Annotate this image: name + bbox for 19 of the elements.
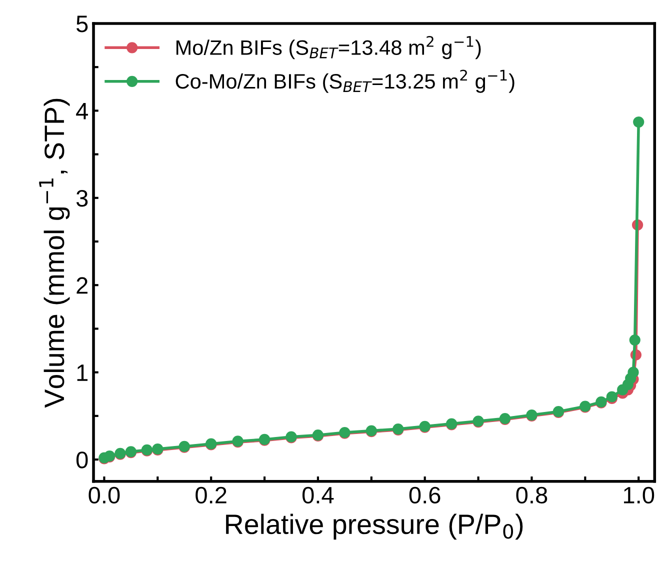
legend-label: Mo/Zn BIFs (S$_{BET}$=13.48 m$^{2}$ g$^{−1}$) — [176, 36, 481, 60]
x-tick-label: 1.0 — [624, 486, 654, 504]
y-tick-label: 3 — [76, 190, 88, 207]
point — [633, 116, 644, 128]
legend-label: Co-Mo/Zn BIFs (S$_{BET}$=13.25 m$^{2}$ g$^{−1}$) — [176, 70, 514, 93]
y-axis-title: Volume (mmol g$^{−1}$, STP) — [39, 98, 70, 408]
x-tick-label: 0.4 — [302, 486, 334, 504]
y-tick-label: 0 — [76, 452, 88, 468]
x-tick-label: 0.6 — [409, 486, 440, 504]
x-axis-title: Relative pressure (P/P$_{0}$) — [226, 514, 523, 540]
y-tick-label: 1 — [77, 364, 88, 381]
x-tick-label: 0.0 — [88, 486, 120, 504]
y-tick-label: 5 — [76, 16, 88, 32]
y-tick-label: 4 — [76, 103, 88, 120]
x-tick-label: 0.2 — [196, 486, 226, 504]
y-tick-label: 2 — [76, 277, 88, 294]
point — [629, 334, 640, 346]
point — [628, 366, 639, 378]
x-tick-label: 0.8 — [516, 486, 548, 504]
